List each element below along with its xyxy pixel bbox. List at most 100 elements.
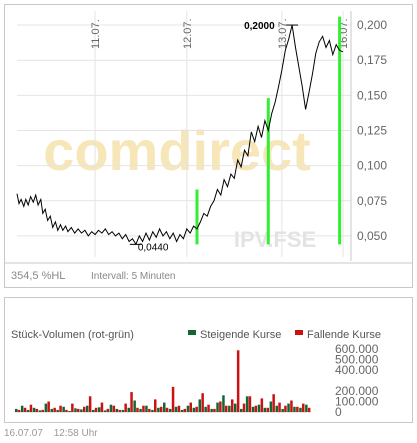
volume-bar-up: [216, 402, 219, 412]
volume-bar-down: [201, 393, 204, 412]
volume-bar-down: [17, 409, 21, 412]
volume-bar-down: [35, 408, 39, 412]
volume-bar-up: [62, 406, 65, 412]
volume-bar-up: [275, 405, 278, 412]
volume-bar-down: [225, 405, 228, 412]
volume-bar-up: [109, 404, 113, 412]
volume-bar-down: [88, 396, 92, 412]
volume-y-tick-label: 0: [335, 405, 342, 419]
volume-bar-down: [29, 404, 33, 412]
low-annotation: 0,0440: [138, 242, 169, 253]
volume-bar-up: [192, 407, 196, 412]
volume-bar-up: [50, 408, 53, 412]
volume-bar-down: [154, 399, 157, 412]
volume-bar-up: [163, 402, 166, 412]
volume-bar-down: [272, 394, 275, 412]
volume-bar-down: [136, 407, 139, 412]
volume-bar-up: [305, 404, 308, 412]
high-annotation: 0,2000: [244, 21, 275, 32]
price-y-ticks: 0,200 0,175 0,150 0,125 0,100 0,075 0,050: [357, 18, 387, 243]
price-chart-panel: comdirect IPV.FSE 0,200 0,175 0,150 0,125 0,…: [4, 4, 413, 288]
volume-bar-up: [263, 407, 267, 412]
volume-chart: Stück-Volumen (rot-grün) Steigende Kurse…: [11, 329, 381, 419]
volume-bar-up: [32, 407, 36, 412]
volume-bar-up: [186, 405, 190, 412]
volume-bar-up: [20, 405, 24, 412]
price-series-line: [16, 24, 344, 246]
volume-bar-down: [148, 408, 151, 412]
volume-bar-down: [278, 402, 281, 412]
volume-bar-up: [127, 407, 130, 412]
volume-y-tick-label: 400.000: [335, 363, 379, 377]
volume-bar-up: [257, 404, 261, 412]
price-chart: comdirect IPV.FSE 0,2000,1750,1500,1250,…: [5, 11, 412, 282]
volume-bar-down: [124, 403, 127, 412]
volume-bar-down: [177, 405, 181, 412]
volume-bar-up: [174, 406, 178, 412]
price-date-label: 13.07.: [277, 18, 289, 49]
volume-bar-up: [251, 406, 255, 412]
volume-bar-down: [195, 406, 198, 412]
volume-bar-down: [183, 408, 187, 412]
volume-bar-down: [130, 392, 133, 412]
volume-bar-up: [103, 410, 107, 412]
price-y-tick-label: 0,050: [357, 229, 387, 243]
volume-bar-up: [222, 395, 225, 412]
volume-bar-down: [242, 403, 246, 412]
volume-bar-down: [41, 409, 44, 412]
volume-bar-up: [281, 408, 284, 412]
volume-bar-down: [83, 406, 86, 412]
volume-bar-up: [240, 408, 243, 412]
volume-bar-up: [228, 405, 231, 412]
volume-y-tick-label: 600.000: [335, 342, 379, 356]
price-annotations: 0,2000 0,0440: [129, 21, 299, 253]
watermark-text: comdirect: [43, 119, 311, 182]
volume-bar-up: [68, 411, 71, 412]
volume-bar-down: [266, 407, 269, 412]
volume-bar-up: [38, 410, 42, 412]
volume-bar-up: [139, 408, 142, 412]
price-y-tick-label: 0,200: [357, 18, 387, 32]
volume-bar-down: [302, 403, 305, 412]
volume-bar-down: [171, 386, 175, 412]
volume-bar-down: [290, 400, 293, 412]
volume-bar-up: [168, 408, 172, 412]
volume-bar-up: [299, 407, 302, 412]
price-y-tick-label: 0,150: [357, 88, 387, 102]
volume-bar-down: [106, 408, 110, 412]
volume-bar-up: [121, 409, 125, 412]
volume-bar-down: [213, 408, 216, 412]
legend-label-down: Fallende Kurse: [307, 329, 381, 341]
volume-bars: [15, 350, 311, 412]
volume-bar-down: [307, 407, 311, 412]
volume-bar-up: [210, 408, 213, 412]
volume-bar-down: [53, 407, 56, 412]
volume-bar-down: [165, 407, 169, 412]
interval-label: Intervall: 5 Minuten: [91, 271, 176, 282]
volume-bar-down: [219, 401, 222, 412]
volume-bar-up: [204, 406, 207, 412]
volume-bar-down: [231, 399, 234, 412]
volume-bar-down: [65, 409, 68, 412]
price-y-tick-label: 0,175: [357, 53, 387, 67]
price-grid: [17, 11, 352, 261]
volume-bar-down: [77, 408, 80, 412]
volume-bar-down: [296, 406, 299, 412]
legend-swatch-down: [295, 330, 303, 335]
volume-title: Stück-Volumen (rot-grün): [11, 329, 134, 341]
volume-bar-up: [26, 409, 30, 412]
volume-bar-up: [287, 403, 290, 412]
volume-bar-up: [198, 399, 201, 412]
footer-date: 16.07.07: [4, 428, 43, 439]
volume-bar-down: [142, 405, 145, 412]
volume-bar-down: [207, 404, 210, 412]
legend-swatch-up: [188, 330, 196, 335]
price-date-label: 12.07.: [182, 18, 194, 49]
volume-bar-up: [92, 409, 95, 412]
volume-bar-up: [115, 408, 119, 412]
exchange-watermark: IPV.FSE: [234, 227, 316, 252]
volume-bar-up: [245, 396, 249, 412]
price-date-label: 11.07.: [90, 19, 102, 49]
price-date-labels: 11.07. 12.07. 13.07. 16.07.: [90, 18, 350, 49]
